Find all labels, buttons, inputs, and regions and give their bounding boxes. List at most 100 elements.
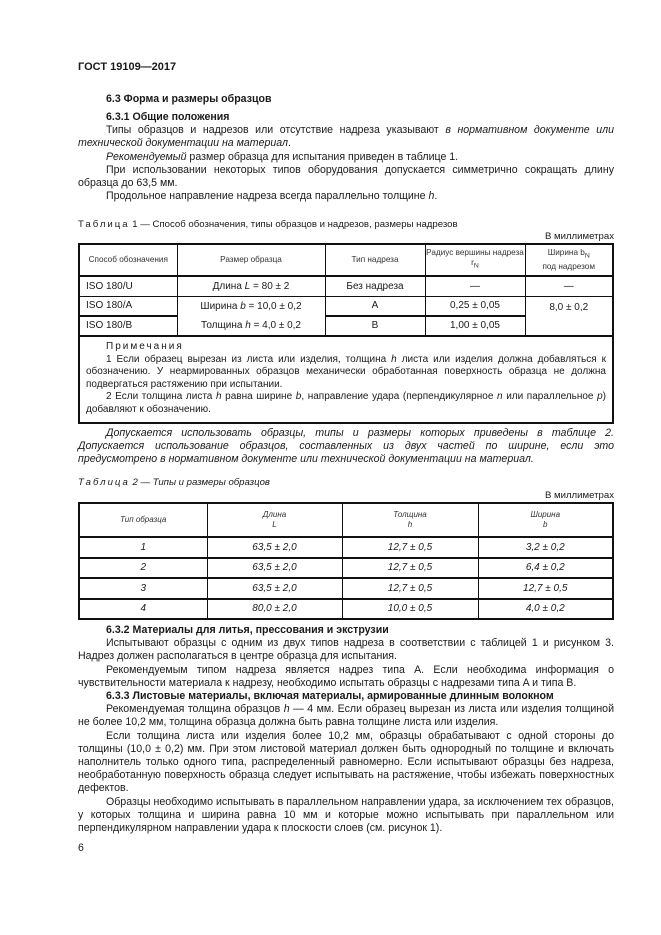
paragraph: Рекомендуемый размер образца для испытан… — [78, 151, 614, 164]
table1-caption: Таблица 1 — Способ обозначения, типы обр… — [78, 218, 614, 231]
text: h — [407, 520, 413, 529]
text: Рекомендуемая толщина образцов — [106, 703, 284, 716]
text: = 4,0 ± 0,2 — [250, 319, 301, 331]
paragraph: Образцы необходимо испытывать в параллел… — [78, 795, 614, 835]
text: Радиус вершины надреза r — [426, 248, 524, 268]
table-row: 3 63,5 ± 2,0 12,7 ± 0,5 12,7 ± 0,5 — [78, 577, 614, 600]
cell: 0,25 ± 0,05 — [424, 295, 526, 317]
text: размер образца для испытания приведен в … — [186, 150, 459, 163]
paragraph: Рекомендуемая толщина образцов h — 4 мм.… — [78, 703, 614, 729]
text: b — [240, 300, 246, 312]
table-row: ISO 180/U Длина L = 80 ± 2 Без надреза —… — [78, 275, 614, 297]
paragraph: Типы образцов и надрезов или отсутствие … — [78, 124, 614, 150]
table2-header: Тип образца — [78, 502, 208, 538]
text: 1 — Способ обозначения, типы образцов и … — [129, 219, 458, 230]
table2-units: В миллиметрах — [544, 490, 614, 501]
note-1: 1 Если образец вырезан из листа или изде… — [86, 354, 606, 392]
text: , направление удара (перпендикулярное — [301, 391, 498, 403]
table2-header: Ширина b — [477, 502, 614, 538]
text: L — [244, 280, 251, 292]
text: листа или изделия должна добавляться к о… — [86, 353, 606, 390]
text: в нормативном документе или технической … — [78, 124, 614, 150]
cell: 1,00 ± 0,05 — [424, 315, 526, 337]
cell: Без надреза — [324, 275, 426, 297]
table1-header: Размер образца — [176, 243, 326, 277]
text: n — [497, 391, 503, 403]
text: равна ширине — [221, 391, 296, 403]
cell: 63,5 ± 2,0 — [206, 577, 343, 600]
text: h — [428, 190, 435, 203]
note-2: 2 Если толщина листа h равна ширине b, н… — [86, 391, 606, 416]
table-row: ISO 180/A Ширина b = 10,0 ± 0,2 A 0,25 ±… — [78, 295, 614, 337]
text: Длина — [212, 280, 245, 292]
cell: 6,4 ± 0,2 — [477, 557, 614, 579]
cell: 1 — [78, 536, 208, 559]
table1-header: Тип надреза — [324, 243, 426, 277]
cell: 12,7 ± 0,5 — [341, 536, 479, 559]
text: p — [597, 391, 603, 403]
text: Тип образца — [120, 515, 167, 524]
text: 2 — Типы и размеры образцов — [129, 477, 270, 488]
text: . — [288, 137, 291, 150]
cell: 4 — [78, 598, 208, 620]
paragraph: Если толщина листа или изделия более 10,… — [78, 729, 614, 795]
text: Толщина — [201, 319, 246, 331]
text: N — [584, 252, 590, 260]
section-6-3-1: 6.3.1 Общие положения Типы образцов и на… — [78, 111, 614, 203]
table-row: 4 80,0 ± 2,0 10,0 ± 0,5 4,0 ± 0,2 — [78, 598, 614, 620]
cell: 4,0 ± 0,2 — [477, 598, 614, 620]
text: = 10,0 ± 0,2 — [245, 300, 302, 312]
table1: Способ обозначения Размер образца Тип на… — [78, 243, 614, 424]
text: Ширина b — [547, 248, 585, 258]
text: или параллельное — [502, 391, 598, 403]
paragraph: Рекомендуемым типом надреза является над… — [78, 663, 614, 689]
table-row: 2 63,5 ± 2,0 12,7 ± 0,5 6,4 ± 0,2 — [78, 557, 614, 579]
paragraph: Испытывают образцы с одним из двух типов… — [78, 637, 614, 663]
cell: 10,0 ± 0,5 — [341, 598, 479, 620]
text: L — [272, 520, 277, 529]
cell: 12,7 ± 0,5 — [477, 577, 614, 600]
cell: 63,5 ± 2,0 — [206, 557, 343, 579]
table1-header: Радиус вершины надреза rN — [424, 243, 526, 277]
cell: ISO 180/B — [78, 315, 178, 337]
text: = 80 ± 2 — [250, 280, 290, 292]
text: Толщина — [393, 510, 427, 519]
table1-units: В миллиметрах — [544, 231, 614, 242]
text: Длина — [262, 510, 287, 519]
table2-header: Толщина h — [341, 502, 479, 538]
text: N — [473, 262, 479, 270]
section-6-3-3-title: 6.3.3 Листовые материалы, включая матери… — [106, 690, 554, 703]
cell: — — [524, 275, 614, 297]
cell: 12,7 ± 0,5 — [341, 557, 479, 579]
text: h — [391, 353, 397, 365]
cell: 2 — [78, 557, 208, 579]
cell: — — [424, 275, 526, 297]
italic-paragraph: Допускается использовать образцы, типы и… — [78, 427, 614, 466]
cell: Толщина h = 4,0 ± 0,2 — [176, 316, 326, 337]
section-6-3-title: 6.3 Форма и размеры образцов — [106, 93, 272, 105]
table2-caption: Таблица 2 — Типы и размеры образцов — [78, 476, 614, 489]
cell: Ширина b = 10,0 ± 0,2 — [176, 296, 326, 316]
text: Типы образцов и надрезов или отсутствие … — [106, 124, 446, 137]
cell: 63,5 ± 2,0 — [206, 536, 343, 559]
text: — 4 мм. Если образец вырезан из листа ил… — [78, 703, 614, 729]
table2: Тип образца Длина L Толщина h Ширина b 1 63,… — [78, 502, 614, 620]
text: Ширина — [530, 510, 561, 519]
cell: 80,0 ± 2,0 — [206, 598, 343, 620]
paragraph: При использовании некоторых типов оборуд… — [78, 163, 614, 190]
text: Продольное направление надреза всегда па… — [106, 190, 429, 203]
table1-header: Ширина bN под надрезом — [524, 243, 614, 277]
section-6-3-1-title: 6.3.1 Общие положения — [106, 111, 230, 123]
page-number: 6 — [78, 842, 84, 854]
table1-notes: Примечания 1 Если образец вырезан из лис… — [78, 335, 614, 424]
text: Таблица — [78, 219, 130, 230]
cell: 12,7 ± 0,5 — [341, 577, 479, 600]
table2-header: Длина L — [206, 502, 343, 538]
cell: Длина L = 80 ± 2 — [176, 275, 326, 297]
text: Таблица — [78, 477, 130, 488]
text: h — [215, 391, 222, 403]
text: b — [543, 520, 548, 529]
text: 1 Если образец вырезан из листа или изде… — [106, 353, 392, 365]
paragraph: Продольное направление надреза всегда па… — [78, 190, 614, 203]
text: . — [434, 190, 438, 203]
